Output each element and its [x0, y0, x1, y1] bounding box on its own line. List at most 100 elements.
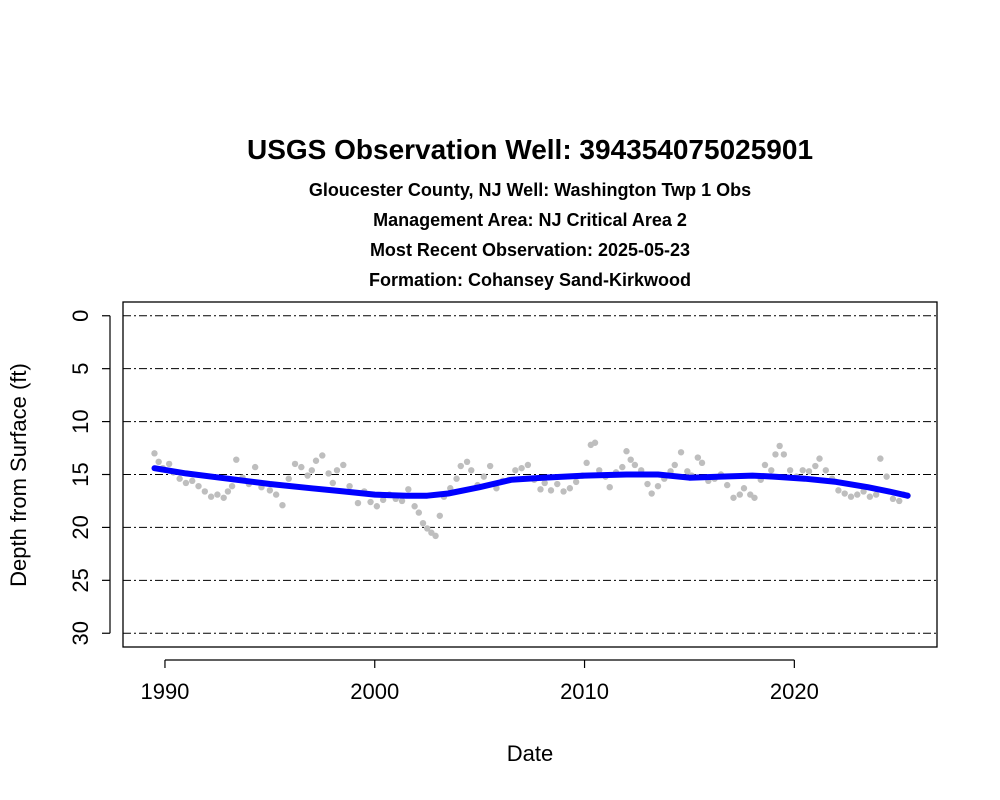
chart-title: USGS Observation Well: 394354075025901: [246, 134, 814, 165]
observation-point: [606, 483, 613, 491]
observation-point: [304, 472, 311, 479]
observation-point: [512, 467, 519, 474]
observation-point: [694, 454, 702, 461]
observation-point: [279, 501, 286, 509]
observation-point: [165, 460, 173, 468]
observation-point: [740, 485, 748, 492]
observation-point: [541, 479, 548, 487]
observation-point: [189, 477, 196, 485]
observation-point: [812, 462, 819, 470]
observation-point: [751, 494, 758, 501]
observation-point: [537, 486, 544, 493]
y-tick-label: 0: [68, 310, 93, 322]
observation-point: [379, 496, 387, 504]
observation-point: [671, 461, 678, 469]
observation-point: [285, 475, 292, 482]
observation-point: [415, 509, 423, 516]
observation-point: [468, 467, 475, 474]
observation-point: [583, 459, 590, 467]
x-axis: 1990 2000 2010 2020: [140, 659, 819, 704]
observation-point: [627, 456, 634, 463]
observation-point: [298, 463, 305, 471]
x-tick-label: 2000: [350, 679, 399, 704]
observation-point: [195, 482, 202, 490]
observation-point: [228, 482, 236, 490]
observation-point: [224, 488, 232, 495]
observation-point: [648, 490, 655, 497]
observation-point: [518, 464, 525, 472]
observation-point: [333, 467, 341, 474]
observation-point: [866, 493, 874, 500]
observation-point: [329, 479, 336, 487]
observation-point: [736, 491, 743, 498]
x-axis-label: Date: [507, 741, 553, 766]
x-tick-label: 2020: [770, 679, 819, 704]
observation-point: [547, 487, 555, 494]
observation-point: [524, 461, 532, 469]
y-tick-label: 15: [68, 462, 93, 486]
chart-subtitle-formation: Formation: Cohansey Sand-Kirkwood: [368, 270, 692, 290]
observation-point: [373, 503, 381, 510]
observation-point: [367, 498, 374, 506]
observation-point: [566, 485, 574, 492]
observation-point: [176, 475, 183, 482]
observation-point: [854, 491, 861, 498]
observation-point: [405, 486, 412, 493]
observation-point: [182, 479, 190, 487]
observation-point: [398, 497, 406, 505]
chart-subtitle-management-area: Management Area: NJ Critical Area 2: [373, 210, 687, 230]
observation-point: [251, 463, 259, 471]
observation-point: [776, 442, 783, 450]
y-tick-label: 20: [68, 515, 93, 539]
plot-area-border: [122, 301, 938, 648]
observation-point: [596, 467, 603, 474]
observation-point: [436, 512, 443, 519]
observation-point: [411, 503, 418, 510]
observation-point: [424, 525, 431, 532]
observation-point: [761, 461, 769, 469]
observation-point: [319, 452, 326, 459]
x-tick-label: 1990: [140, 679, 189, 704]
y-axis-label: Depth from Surface (ft): [6, 363, 31, 587]
observation-point: [554, 480, 561, 488]
y-tick-label: 5: [68, 363, 93, 375]
observation-point: [233, 456, 240, 463]
observation-point: [432, 532, 439, 540]
observation-point: [291, 460, 299, 468]
observation-point: [889, 495, 897, 503]
observation-point: [560, 488, 567, 495]
observation-point: [312, 457, 320, 464]
observation-point: [480, 473, 488, 480]
y-tick-label: 10: [68, 409, 93, 433]
observation-point: [631, 461, 639, 469]
observation-point: [325, 470, 332, 477]
observation-point: [805, 468, 813, 475]
observation-point: [354, 499, 362, 507]
observation-point: [677, 449, 685, 456]
observation-point: [266, 487, 274, 494]
x-tick-label: 2010: [560, 679, 609, 704]
observation-point: [768, 467, 775, 474]
observation-point: [463, 458, 471, 466]
observation-points: [151, 439, 911, 540]
observation-point: [151, 450, 158, 457]
observation-point: [835, 487, 842, 494]
observation-point: [772, 451, 779, 458]
observation-point: [457, 462, 464, 470]
observation-point: [847, 493, 855, 500]
y-axis: 0 5 10 15 20 25 30: [68, 310, 111, 645]
observation-point: [308, 467, 316, 474]
observation-point: [220, 494, 227, 501]
observation-point: [201, 488, 209, 495]
observation-point: [684, 468, 691, 475]
observation-point: [419, 519, 427, 527]
gridlines: [123, 315, 937, 634]
observation-point: [780, 451, 788, 458]
y-tick-label: 30: [68, 621, 93, 645]
observation-point: [841, 490, 848, 497]
observation-point: [654, 482, 662, 490]
observation-point: [822, 467, 830, 474]
observation-point: [214, 491, 221, 498]
observation-point: [724, 481, 731, 489]
